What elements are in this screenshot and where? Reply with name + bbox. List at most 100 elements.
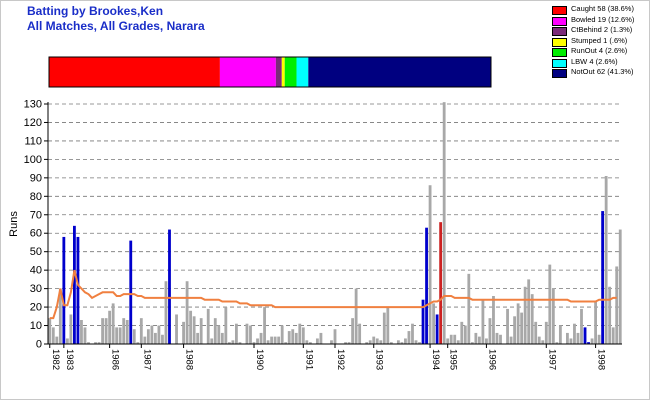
run-bar bbox=[65, 338, 69, 344]
run-bar bbox=[513, 316, 517, 344]
legend-label: Caught 58 (38.6%) bbox=[571, 4, 634, 13]
run-bar bbox=[284, 342, 288, 344]
x-tick-label: 1998 bbox=[596, 349, 607, 370]
run-bar bbox=[558, 325, 562, 344]
run-bar bbox=[315, 338, 319, 344]
dismissal-segment bbox=[49, 57, 220, 87]
y-tick-label: 10 bbox=[30, 320, 42, 332]
y-axis-label: Runs bbox=[8, 211, 20, 237]
run-bar bbox=[453, 334, 457, 344]
run-bar bbox=[375, 338, 379, 344]
run-bar bbox=[365, 342, 369, 344]
run-bar bbox=[132, 329, 136, 344]
run-bar bbox=[224, 307, 228, 344]
run-bar bbox=[115, 327, 119, 344]
run-bar bbox=[481, 299, 485, 344]
run-bar bbox=[467, 273, 471, 344]
run-bar bbox=[428, 185, 432, 344]
run-bar bbox=[618, 229, 622, 344]
run-bar bbox=[231, 340, 235, 344]
run-bar bbox=[153, 332, 157, 344]
run-bar bbox=[245, 323, 249, 344]
run-bar bbox=[594, 301, 597, 344]
run-bar bbox=[414, 340, 418, 344]
run-bar bbox=[280, 325, 284, 344]
run-bar bbox=[351, 318, 355, 344]
run-bar bbox=[432, 303, 436, 344]
legend-label: NotOut 62 (41.3%) bbox=[571, 67, 634, 76]
dismissal-bar-border bbox=[48, 56, 492, 88]
run-bar bbox=[386, 307, 390, 344]
x-tick-label: 1982 bbox=[50, 349, 61, 370]
run-bar bbox=[199, 318, 203, 344]
y-tick-label: 0 bbox=[36, 339, 42, 351]
run-bar bbox=[122, 318, 126, 344]
run-bar bbox=[213, 318, 217, 344]
run-bar bbox=[597, 334, 601, 344]
run-bar bbox=[150, 325, 154, 344]
run-bar bbox=[330, 340, 333, 344]
dismissal-segment bbox=[296, 57, 309, 87]
run-bar bbox=[587, 342, 590, 344]
run-bar bbox=[108, 310, 112, 344]
run-bar bbox=[129, 240, 133, 344]
run-bar bbox=[527, 279, 531, 344]
run-bar bbox=[227, 342, 231, 344]
run-bar bbox=[308, 342, 312, 344]
x-tick-label: 1988 bbox=[184, 349, 195, 370]
run-bar bbox=[259, 332, 263, 344]
y-tick-label: 70 bbox=[30, 209, 42, 221]
run-bar bbox=[182, 321, 185, 344]
run-bar bbox=[569, 338, 573, 344]
run-bar bbox=[442, 102, 446, 345]
run-bar bbox=[252, 342, 256, 344]
run-bar bbox=[544, 321, 548, 344]
legend-swatch bbox=[552, 37, 567, 47]
y-tick-label: 30 bbox=[30, 283, 42, 295]
run-bar bbox=[196, 332, 200, 344]
run-bar bbox=[94, 342, 97, 344]
y-tick-label: 120 bbox=[24, 117, 42, 129]
run-bar bbox=[495, 332, 499, 344]
run-bar bbox=[604, 176, 608, 344]
run-bar bbox=[344, 342, 347, 344]
run-bar bbox=[51, 327, 55, 344]
run-bar bbox=[263, 307, 266, 344]
run-bar bbox=[118, 327, 122, 344]
run-bar bbox=[73, 225, 76, 344]
run-bar bbox=[407, 331, 411, 344]
run-bar bbox=[256, 338, 259, 344]
run-bar bbox=[566, 332, 569, 344]
legend-swatch bbox=[552, 6, 567, 15]
run-bar bbox=[516, 303, 520, 344]
run-bar bbox=[319, 332, 323, 344]
run-bar bbox=[456, 340, 460, 344]
run-bar bbox=[298, 323, 302, 344]
x-tick-label: 1993 bbox=[374, 349, 385, 370]
run-bar bbox=[185, 281, 189, 344]
run-bar bbox=[523, 286, 527, 344]
run-bar bbox=[499, 334, 502, 344]
legend-label: LBW 4 (2.6%) bbox=[571, 56, 618, 66]
run-bar bbox=[477, 336, 481, 344]
run-bar bbox=[382, 312, 386, 344]
run-bar bbox=[530, 294, 534, 344]
run-bar bbox=[506, 308, 509, 344]
x-tick-label: 1987 bbox=[141, 349, 152, 370]
run-bar bbox=[301, 327, 305, 344]
y-tick-label: 80 bbox=[30, 191, 42, 203]
run-bar bbox=[580, 308, 583, 344]
x-tick-label: 1986 bbox=[110, 349, 121, 370]
run-bar bbox=[541, 340, 545, 344]
run-bar bbox=[485, 338, 488, 344]
run-bar bbox=[175, 314, 178, 344]
run-bar bbox=[389, 342, 393, 344]
run-bar bbox=[354, 288, 358, 344]
average-line bbox=[49, 269, 617, 320]
run-bar bbox=[590, 338, 594, 344]
run-bar bbox=[439, 222, 443, 344]
run-bar bbox=[273, 336, 277, 344]
run-bar bbox=[396, 340, 400, 344]
run-bar bbox=[611, 327, 615, 344]
run-bar bbox=[161, 334, 164, 344]
